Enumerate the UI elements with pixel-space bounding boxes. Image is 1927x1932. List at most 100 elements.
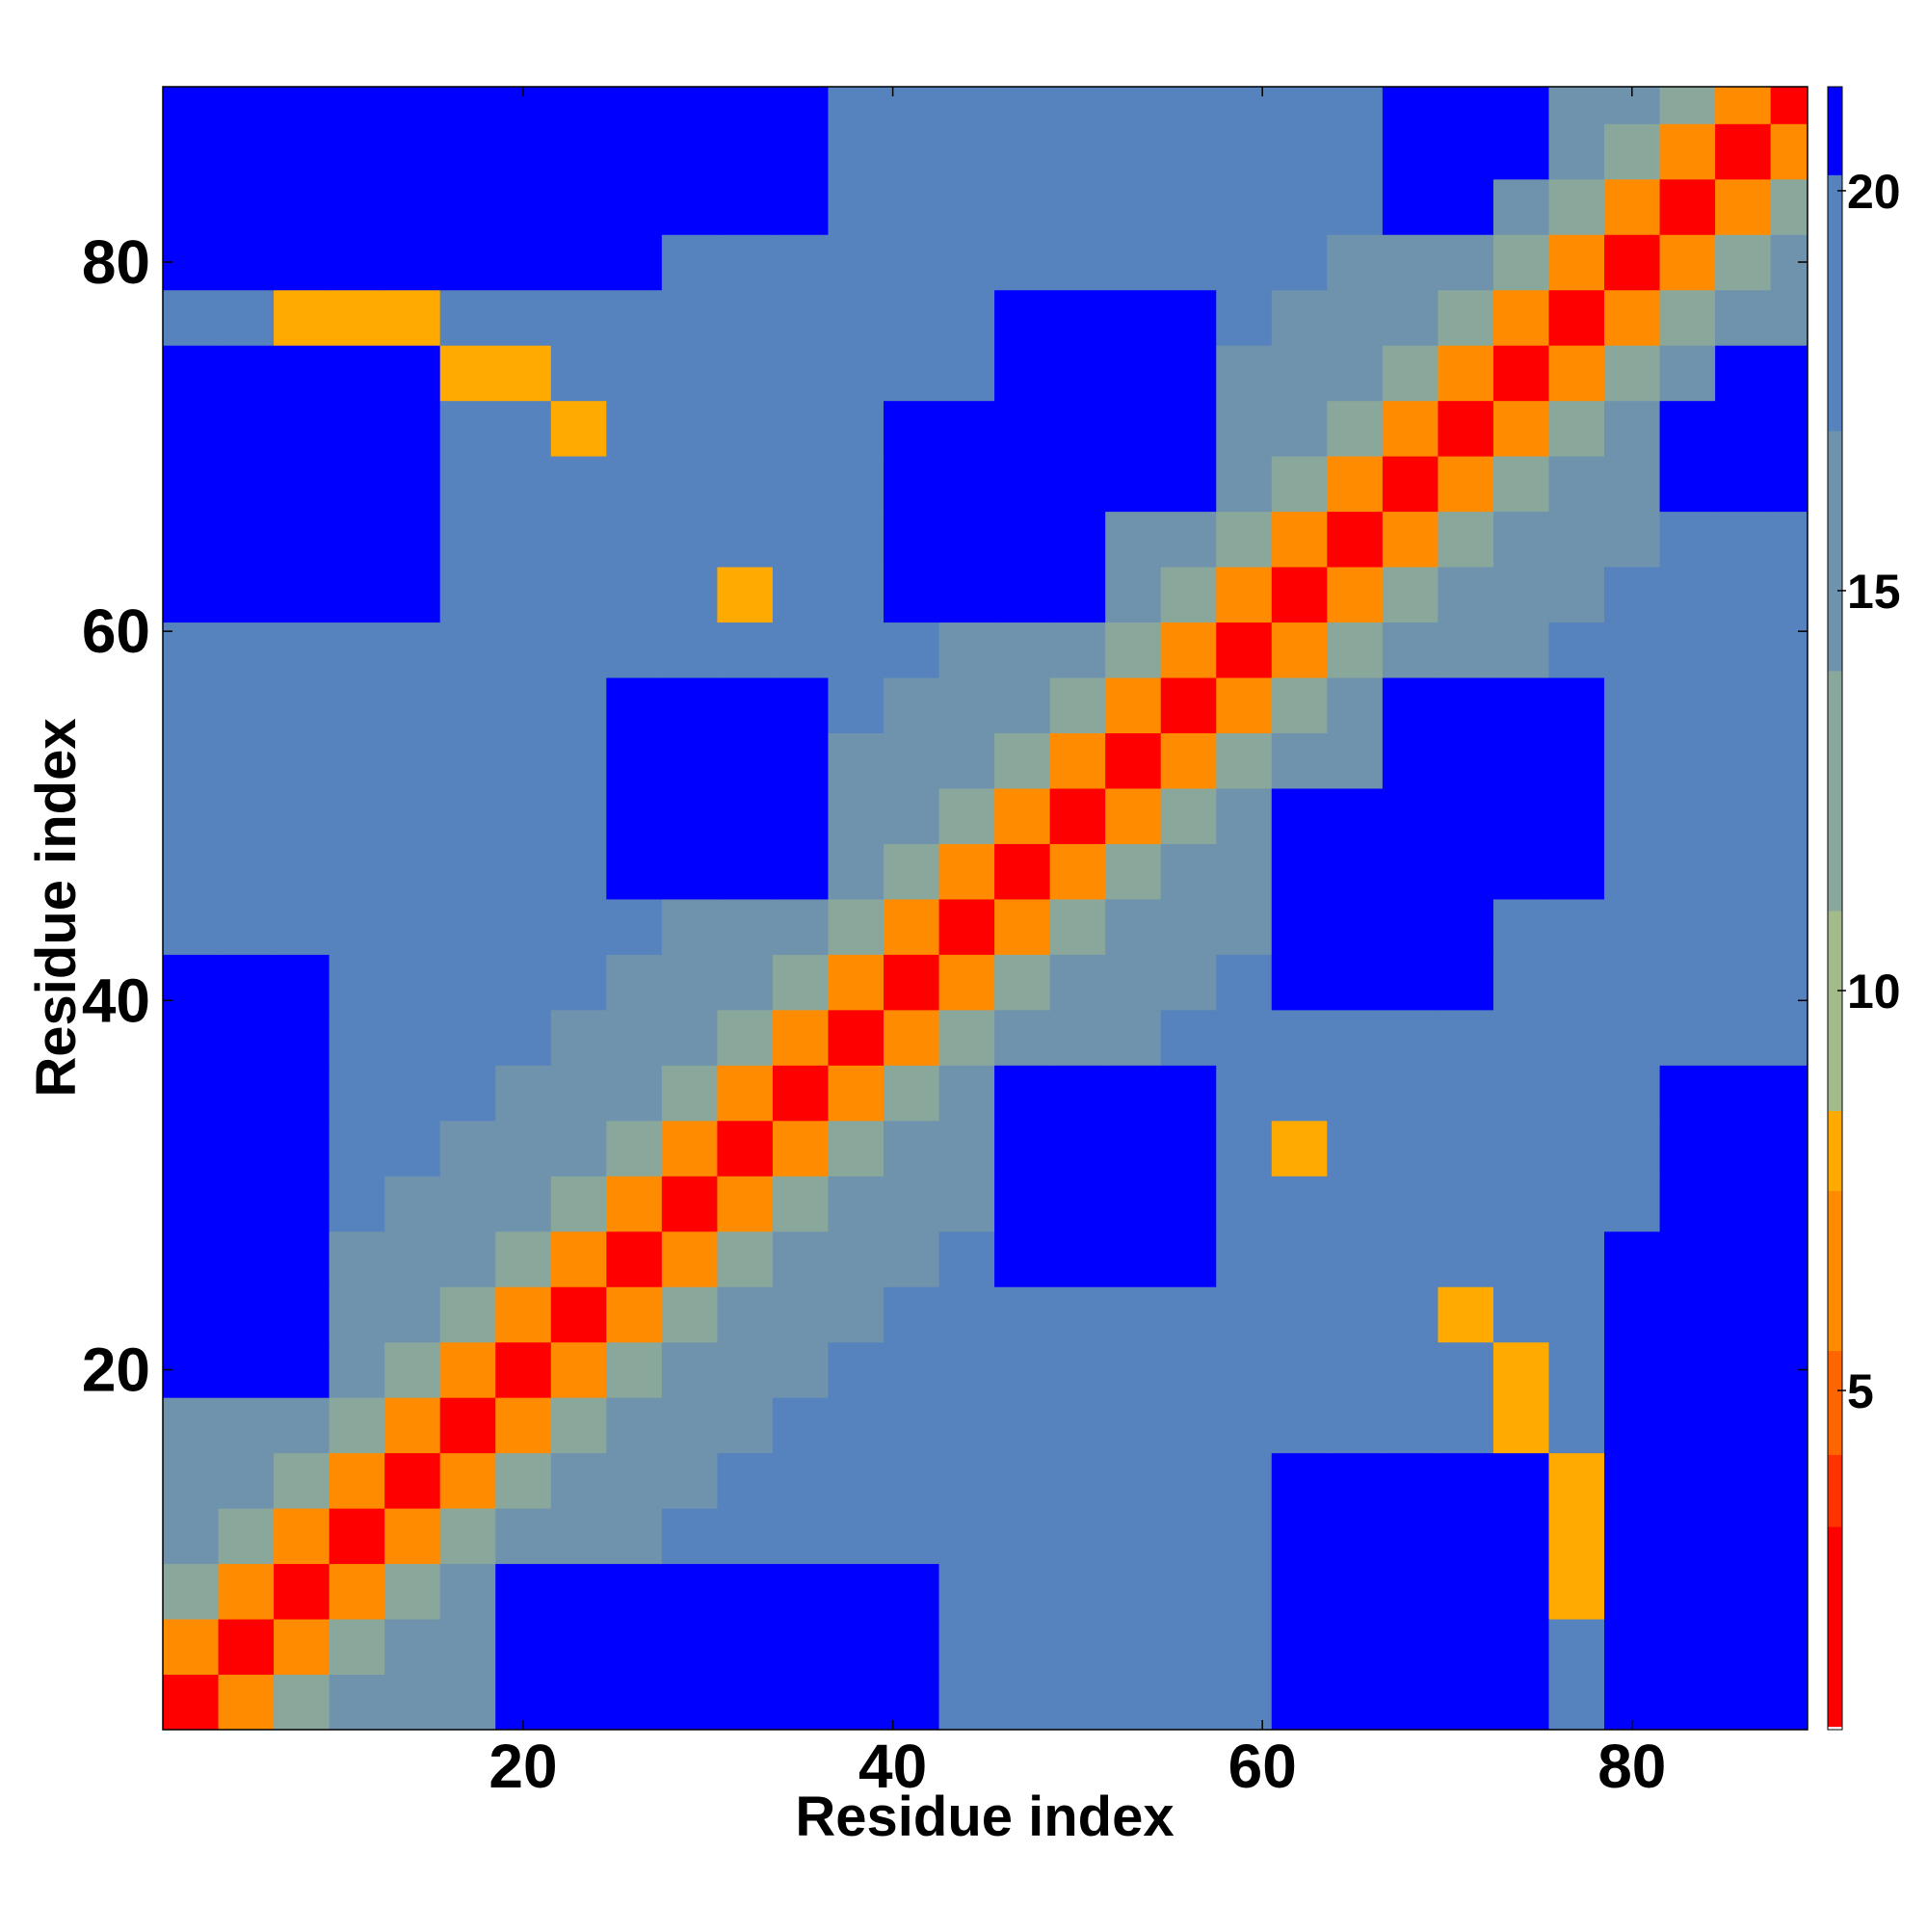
heatmap-cell [495, 1508, 552, 1565]
heatmap-cell [1216, 400, 1273, 457]
heatmap-cell [1327, 400, 1384, 457]
heatmap-cell [1438, 234, 1494, 291]
heatmap-cell [163, 1452, 220, 1509]
heatmap-cell [828, 954, 884, 1011]
heatmap-cell [1548, 1231, 1605, 1287]
heatmap-cell [1659, 567, 1716, 623]
heatmap-cell [1438, 123, 1494, 180]
heatmap-cell [1438, 1452, 1494, 1509]
heatmap-cell [1715, 178, 1772, 235]
heatmap-cell [1548, 511, 1605, 568]
heatmap-cell [1715, 677, 1772, 734]
heatmap-cell [439, 345, 496, 402]
heatmap-cell [1327, 456, 1384, 513]
heatmap-cell [1438, 898, 1494, 955]
heatmap-cell [384, 898, 441, 955]
heatmap-cell [1659, 1176, 1716, 1232]
heatmap-cell [606, 622, 663, 678]
heatmap-cell [1715, 1286, 1772, 1343]
heatmap-cell [1271, 1286, 1328, 1343]
heatmap-cell [1715, 622, 1772, 678]
heatmap-cell [772, 1286, 829, 1343]
heatmap-cell [828, 1563, 884, 1620]
heatmap-cell [163, 511, 220, 568]
heatmap-cell [606, 898, 663, 955]
heatmap-cell [163, 289, 220, 346]
heatmap-cell [1271, 123, 1328, 180]
heatmap-cell [274, 1397, 330, 1454]
heatmap-cell [1492, 178, 1549, 235]
heatmap-cell [550, 1563, 607, 1620]
heatmap-cell [1216, 1176, 1273, 1232]
heatmap-cell [828, 1065, 884, 1122]
heatmap-cell [828, 1231, 884, 1287]
heatmap-cell [606, 178, 663, 235]
heatmap-cell [1438, 456, 1494, 513]
heatmap-cell [163, 843, 220, 900]
heatmap-cell [1382, 289, 1439, 346]
heatmap-cell [994, 954, 1051, 1011]
heatmap-cell [495, 677, 552, 734]
heatmap-cell [495, 1231, 552, 1287]
heatmap-cell [1105, 456, 1162, 513]
heatmap-cell [661, 1065, 718, 1122]
heatmap-cell [1105, 1563, 1162, 1620]
y-tick-label: 80 [82, 227, 150, 297]
heatmap-cell [1216, 511, 1273, 568]
heatmap-cell [606, 1176, 663, 1232]
heatmap-cell [1492, 787, 1549, 844]
heatmap-cell [1715, 1452, 1772, 1509]
heatmap-cell [717, 898, 774, 955]
heatmap-cell [1105, 1176, 1162, 1232]
heatmap-cell [994, 234, 1051, 291]
colorbar-frame [1827, 86, 1843, 1731]
heatmap-cell [329, 622, 385, 678]
heatmap-cell [717, 345, 774, 402]
heatmap-cell [938, 622, 995, 678]
heatmap-cell [828, 511, 884, 568]
heatmap-cell [1327, 1176, 1384, 1232]
colorbar-tick-label: 10 [1847, 965, 1901, 1019]
heatmap-cell [828, 1009, 884, 1066]
heatmap-cell [1105, 400, 1162, 457]
heatmap-cell [1105, 1397, 1162, 1454]
heatmap-cell [1271, 622, 1328, 678]
heatmap-cell [1659, 511, 1716, 568]
heatmap-cell [1160, 178, 1217, 235]
heatmap-cell [1438, 345, 1494, 402]
heatmap-cell [994, 1619, 1051, 1676]
heatmap-cell [1382, 1563, 1439, 1620]
heatmap-cell [884, 1120, 940, 1177]
heatmap-cell [772, 400, 829, 457]
heatmap-cell [772, 1452, 829, 1509]
heatmap-cell [1271, 1341, 1328, 1398]
heatmap-cell [1327, 511, 1384, 568]
heatmap-cell [884, 234, 940, 291]
heatmap-cell [384, 345, 441, 402]
heatmap-cell [1049, 87, 1106, 124]
heatmap-cell [1659, 1452, 1716, 1509]
heatmap-cell [1216, 732, 1273, 789]
heatmap-cell [772, 622, 829, 678]
heatmap-cell [329, 1065, 385, 1122]
heatmap-cell [163, 1120, 220, 1177]
heatmap-cell [274, 677, 330, 734]
heatmap-cell [1548, 1120, 1605, 1177]
heatmap-cell [274, 400, 330, 457]
heatmap-cell [1492, 1176, 1549, 1232]
heatmap-cell [495, 622, 552, 678]
heatmap-cell [163, 677, 220, 734]
heatmap-cell [1548, 1563, 1605, 1620]
heatmap-cell [828, 87, 884, 124]
heatmap-cell [1049, 1065, 1106, 1122]
heatmap-cell [1049, 289, 1106, 346]
heatmap-cell [994, 178, 1051, 235]
heatmap-cell [1105, 1452, 1162, 1509]
heatmap-cell [1659, 1619, 1716, 1676]
heatmap-cell [938, 345, 995, 402]
heatmap-cells [163, 87, 1808, 1730]
heatmap-cell [1382, 178, 1439, 235]
heatmap-cell [1492, 511, 1549, 568]
heatmap-cell [1548, 843, 1605, 900]
heatmap-cell [938, 1176, 995, 1232]
